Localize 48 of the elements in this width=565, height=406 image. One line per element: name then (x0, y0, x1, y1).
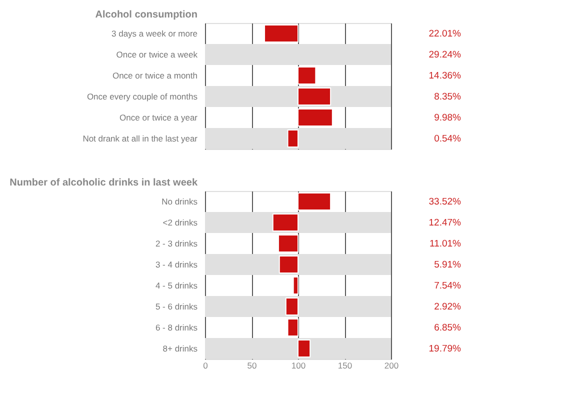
text: 22.01% (428, 28, 462, 40)
text: 9.98% (434, 112, 462, 124)
y-tick-label: 2 - 3 drinks (155, 238, 198, 248)
y-tick-label: 8+ drinks (162, 344, 198, 354)
bar (298, 88, 332, 106)
bar (287, 318, 298, 336)
bar (298, 108, 333, 126)
text: 29.24% (428, 50, 462, 60)
bar (298, 192, 332, 210)
text: 33.52% (428, 196, 462, 208)
text: 2.92% (434, 302, 462, 312)
text: 11.01% (429, 238, 462, 250)
bar (287, 130, 298, 148)
chart-title: Alcohol consumption (95, 10, 198, 20)
bar (298, 340, 311, 358)
y-tick-label: Once or twice a month (112, 70, 198, 80)
y-tick-label: 3 - 4 drinks (155, 260, 198, 270)
text: 14.36% (428, 70, 462, 82)
y-tick-label: 6 - 8 drinks (155, 322, 198, 332)
y-tick-label: Once or twice a week (116, 50, 198, 60)
x-tick-label: 100 (291, 360, 306, 370)
x-tick-label: 0 (203, 360, 208, 370)
text: 0.54% (434, 134, 462, 144)
text: 6.85% (434, 322, 462, 334)
x-tick-label: 200 (384, 360, 399, 370)
y-tick-label: 5 - 6 drinks (155, 302, 198, 312)
bar (272, 214, 298, 232)
text: 5.91% (434, 260, 462, 270)
bar (285, 298, 298, 316)
x-tick-label: 150 (338, 360, 352, 370)
text: Number of alcoholic drinks in last week (10, 178, 198, 188)
bar (278, 256, 298, 274)
bar (264, 24, 298, 42)
bar (292, 276, 298, 294)
text: 19.79% (428, 344, 462, 354)
y-tick-label: Once every couple of months (86, 92, 198, 102)
bar (298, 66, 316, 84)
y-tick-label: 4 - 5 drinks (155, 280, 198, 290)
y-tick-label: 3 days a week or more (112, 28, 198, 38)
y-tick-label: No drinks (162, 196, 198, 206)
x-tick-label: 50 (247, 360, 257, 370)
y-tick-label: Once or twice a year (120, 112, 198, 122)
y-tick-label: Not drank at all in the last year (82, 134, 198, 144)
text: 8.35% (434, 92, 462, 102)
text: 7.54% (434, 280, 462, 292)
text: 12.47% (428, 218, 462, 228)
y-tick-label: <2 drinks (162, 218, 198, 228)
bar (278, 234, 298, 252)
